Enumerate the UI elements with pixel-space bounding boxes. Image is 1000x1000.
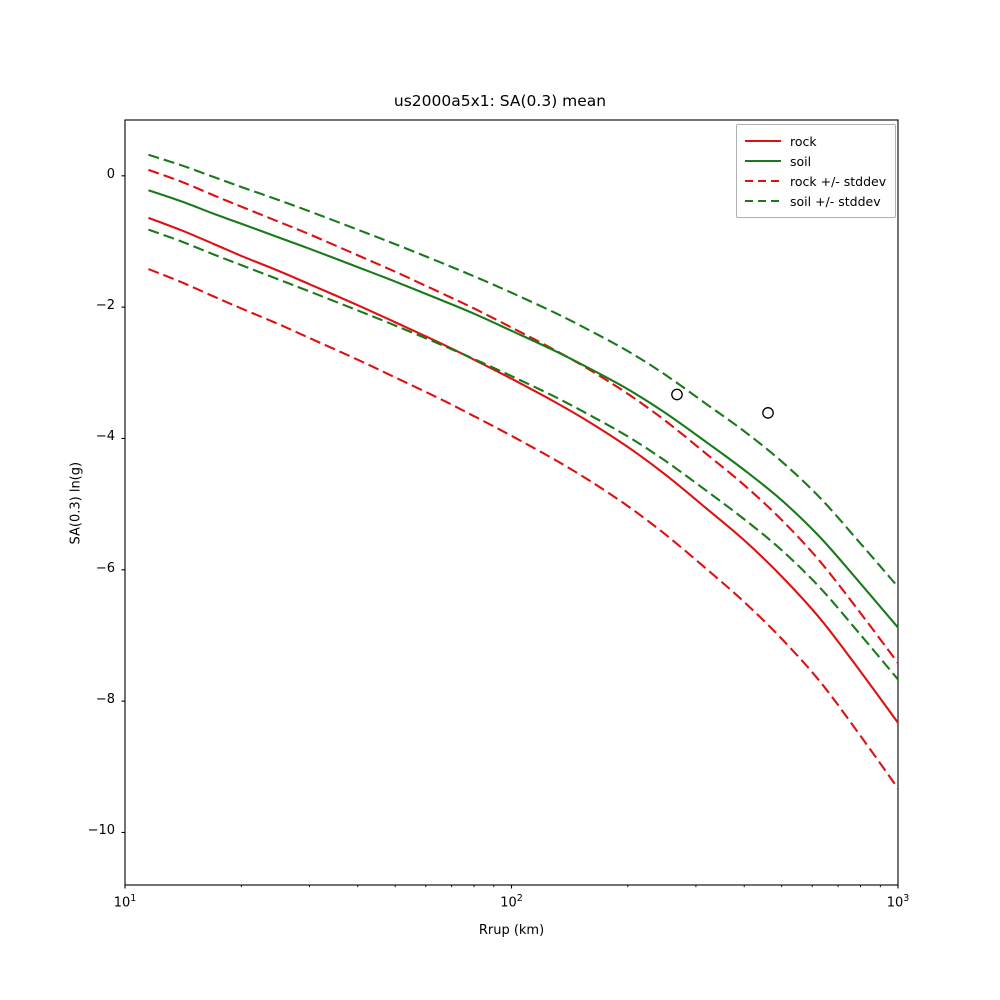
x-tick-label: 103 bbox=[886, 893, 910, 911]
legend-label: rock +/- stddev bbox=[790, 173, 887, 189]
data-series bbox=[148, 153, 899, 790]
axes-border bbox=[124, 119, 899, 886]
series-line-soil-stddev-upper bbox=[148, 153, 899, 588]
legend-swatch-solid-icon bbox=[745, 135, 781, 147]
legend-item-rock: rock bbox=[745, 131, 887, 151]
legend-swatch-solid-icon bbox=[745, 155, 781, 167]
chart-title: us2000a5x1: SA(0.3) mean bbox=[393, 92, 607, 110]
series-line-rock-stddev-upper bbox=[148, 168, 899, 664]
x-tick-label: 102 bbox=[500, 893, 523, 911]
series-line-rock-stddev-lower bbox=[148, 268, 899, 790]
data-points bbox=[671, 388, 774, 419]
y-tick-label: −10 bbox=[87, 823, 115, 839]
series-line-soil-mean bbox=[148, 189, 899, 629]
chart-legend: rock soil rock +/- stddev soil +/- stddev bbox=[736, 124, 896, 218]
legend-item-soil-stddev: soil +/- stddev bbox=[745, 191, 887, 211]
axis-ticks bbox=[121, 175, 899, 889]
data-point-marker bbox=[671, 388, 683, 401]
y-tick-label: −2 bbox=[95, 298, 115, 314]
series-line-soil-stddev-lower bbox=[148, 228, 899, 681]
series-line-rock-mean bbox=[148, 216, 899, 724]
legend-item-soil: soil bbox=[745, 151, 887, 171]
y-tick-label: −4 bbox=[95, 429, 115, 445]
legend-label: soil +/- stddev bbox=[790, 193, 881, 209]
legend-swatch-dashed-icon bbox=[745, 195, 781, 207]
x-tick-label: 101 bbox=[113, 893, 137, 911]
y-axis-label: SA(0.3) ln(g) bbox=[68, 461, 84, 545]
y-tick-label: 0 bbox=[106, 166, 115, 182]
axes-frame bbox=[124, 119, 899, 886]
legend-item-rock-stddev: rock +/- stddev bbox=[745, 171, 887, 191]
legend-swatch-dashed-icon bbox=[745, 175, 781, 187]
legend-label: soil bbox=[790, 153, 812, 169]
legend-label: rock bbox=[790, 133, 817, 149]
y-tick-label: −6 bbox=[95, 560, 115, 576]
x-axis-label: Rrup (km) bbox=[478, 923, 545, 938]
data-point-marker bbox=[762, 407, 774, 419]
y-tick-label: −8 bbox=[95, 692, 115, 708]
